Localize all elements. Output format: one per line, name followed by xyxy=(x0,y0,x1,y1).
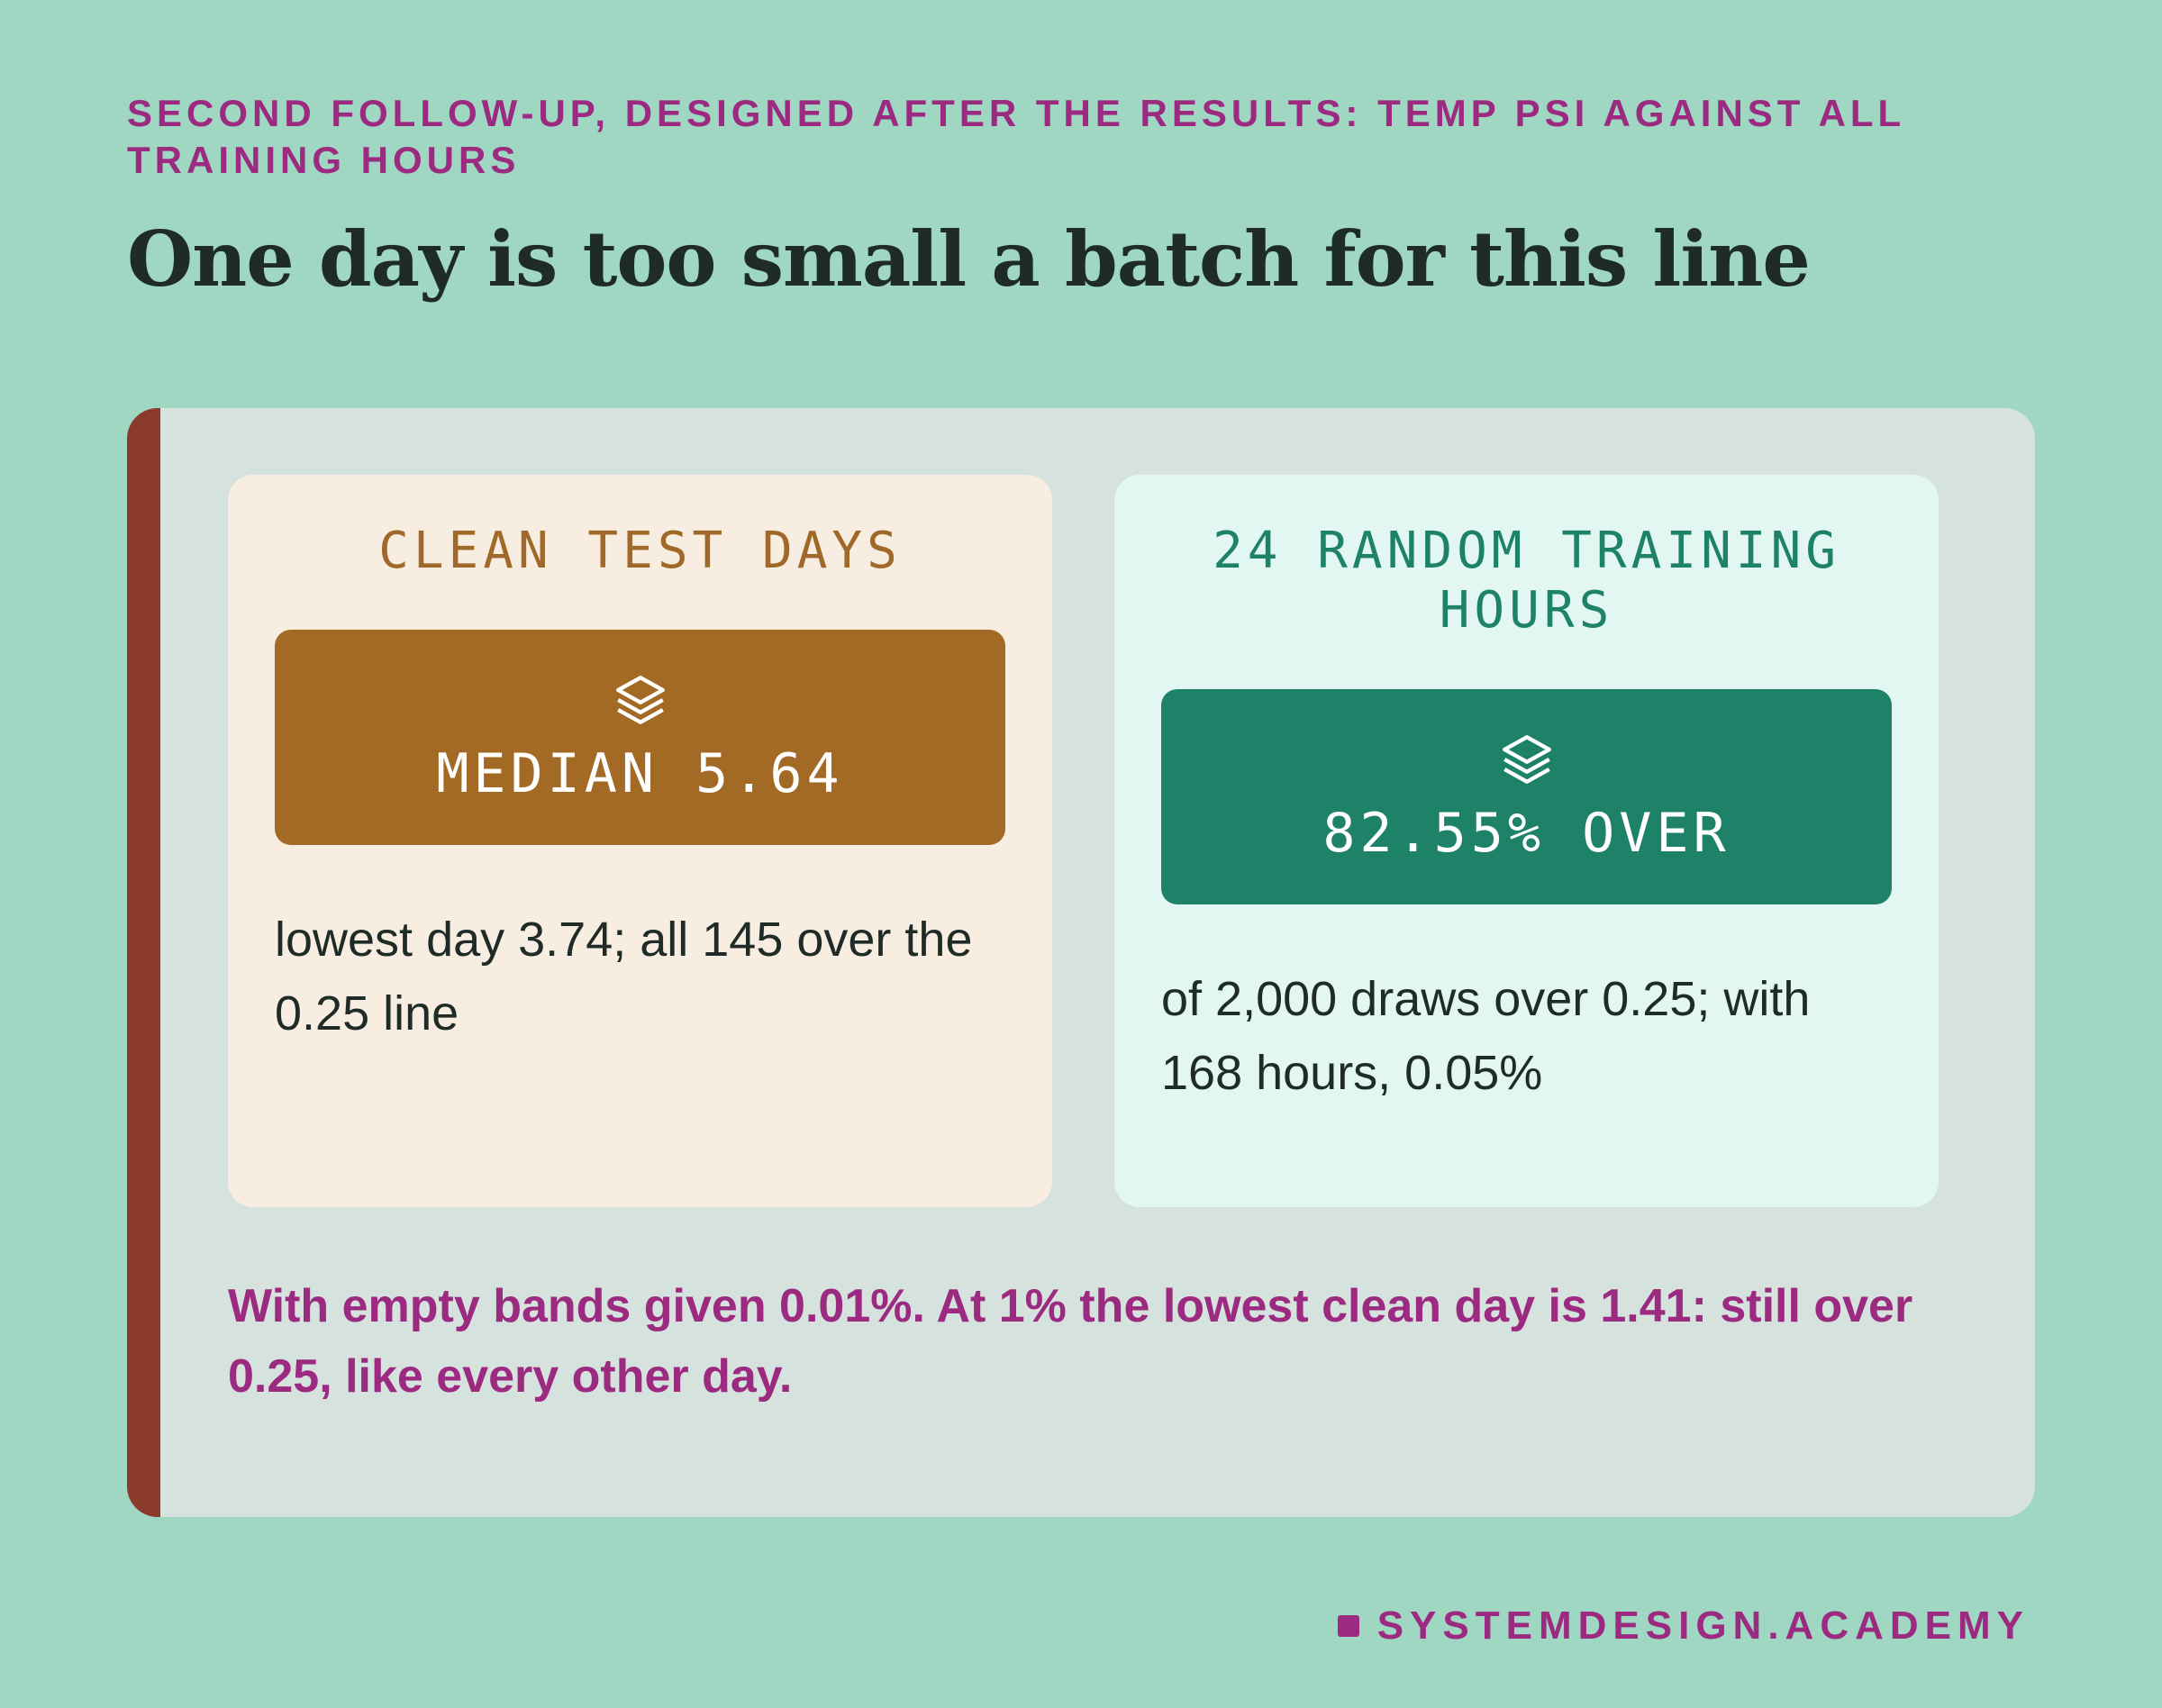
footer: SYSTEMDESIGN.ACADEMY xyxy=(1337,1604,2030,1649)
title: One day is too small a batch for this li… xyxy=(127,214,1811,304)
card-text: lowest day 3.74; all 145 over the 0.25 l… xyxy=(275,913,973,1040)
badge: MEDIAN 5.64 xyxy=(275,630,1005,845)
note: With empty bands given 0.01%. At 1% the … xyxy=(228,1280,1913,1403)
badge-text: MEDIAN 5.64 xyxy=(436,741,844,805)
footer-text: SYSTEMDESIGN.ACADEMY xyxy=(1376,1604,2030,1648)
card-heading: 24 RANDOM TRAINING HOURS xyxy=(1213,522,1840,640)
layers-icon xyxy=(615,675,665,724)
badge-text: 82.55% OVER xyxy=(1322,801,1731,865)
card: CLEAN TEST DAYS MEDIAN 5.64 lowest day 3… xyxy=(228,475,1052,1207)
panel: CLEAN TEST DAYS MEDIAN 5.64 lowest day 3… xyxy=(127,408,2035,1517)
badge: 82.55% OVER xyxy=(1161,689,1892,904)
kicker: SECOND FOLLOW-UP, DESIGNED AFTER THE RES… xyxy=(127,92,1905,181)
card-heading: CLEAN TEST DAYS xyxy=(378,522,902,580)
footer-mark xyxy=(1337,1615,1359,1637)
layers-icon xyxy=(1502,734,1551,784)
card: 24 RANDOM TRAINING HOURS 82.55% OVER of … xyxy=(1114,475,1939,1207)
card-text: of 2,000 draws over 0.25; with 168 hours… xyxy=(1161,972,1811,1100)
